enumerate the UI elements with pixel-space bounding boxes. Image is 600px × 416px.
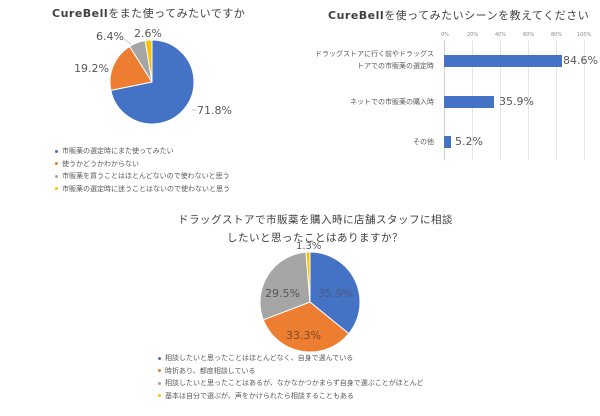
legend-dot-icon <box>158 394 161 398</box>
bar-2 <box>444 96 494 108</box>
gridline <box>556 40 557 160</box>
pie1-slice-yellow <box>144 39 153 83</box>
pie2-legend-item: 相談したいと思ったことはあるが、なかなかつかまらず自身で選ぶことがほとんど <box>158 377 424 390</box>
bar-category-1: ドラッグストアに行く前やドラッグス トアでの市販薬の選定時 <box>315 50 434 70</box>
legend-dot-icon <box>158 356 161 360</box>
gridline <box>584 40 585 160</box>
pie1-label-blue: 71.8% <box>197 104 232 117</box>
pie1-legend-item: 使うかどうかわからない <box>55 158 230 171</box>
pie1-legend-item: 市販薬の選定時にまた使ってみたい <box>55 145 230 158</box>
pie2-slice-orange <box>262 301 350 353</box>
bar-tick: 20% <box>467 32 479 38</box>
bar-category-3: その他 <box>413 138 434 146</box>
pie1-chart <box>109 38 196 125</box>
bar-tick: 60% <box>523 32 535 38</box>
bar-tick: 80% <box>551 32 563 38</box>
bar-category-2: ネットでの市販薬の購入時 <box>350 98 434 106</box>
legend-dot-icon <box>158 369 161 373</box>
legend-dot-icon <box>158 381 161 385</box>
pie2-slices <box>259 251 361 353</box>
pie1-legend-item: 市販薬を買うことはほとんどないので使わないと思う <box>55 170 230 183</box>
legend-dot-icon <box>55 162 58 166</box>
pie1-legend-item: 市販薬の選定時に迷うことはないので使わないと思う <box>55 183 230 196</box>
bar-label-3: 5.2% <box>455 135 483 148</box>
pie2-legend-item: 基本は自分で選ぶが、声をかけられたら相談することもある <box>158 390 424 403</box>
bar-title-brand: CureBell <box>328 9 385 22</box>
legend-dot-icon <box>55 174 58 178</box>
pie1-title-brand: CureBell <box>52 7 109 20</box>
bar-title: CureBellを使ってみたいシーンを教えてください <box>328 7 589 23</box>
pie2-label-blue: 35.9% <box>318 287 353 300</box>
pie2-chart <box>259 251 361 353</box>
bar-tick: 100% <box>577 32 592 38</box>
gridline <box>528 40 529 160</box>
pie2-title-line1: ドラッグストアで市販薬を購入時に店舗スタッフに相談 <box>178 214 453 226</box>
pie2-legend-item: 時折あり、都度相談している <box>158 365 424 378</box>
pie1-title-rest: をまた使ってみたいですか <box>108 7 246 20</box>
bar-1 <box>444 55 562 67</box>
pie2-slice-blue <box>309 251 361 335</box>
pie2-label-yellow: 1.3% <box>296 241 322 252</box>
legend-dot-icon <box>55 187 58 191</box>
bar-3 <box>444 136 451 148</box>
pie2-legend: 相談したいと思ったことはほとんどなく、自身で選んでいる 時折あり、都度相談してい… <box>158 352 424 402</box>
pie1-slices <box>109 39 195 125</box>
pie1-label-gray: 6.4% <box>96 30 124 43</box>
pie2-title-line2: したいと思ったことはありますか？ <box>227 232 403 244</box>
pie1-label-yellow: 2.6% <box>134 27 162 40</box>
pie2-slice-gray <box>259 251 311 321</box>
legend-dot-icon <box>55 149 58 153</box>
pie1-title: CureBellをまた使ってみたいですか <box>52 5 245 21</box>
bar-label-1: 84.6% <box>563 54 598 67</box>
bar-title-rest: を使ってみたいシーンを教えてください <box>384 9 590 22</box>
pie1-slice-orange <box>109 45 153 91</box>
bar-tick: 0% <box>441 32 449 38</box>
pie2-label-orange: 33.3% <box>286 329 321 342</box>
bar-tick: 40% <box>495 32 507 38</box>
pie1-legend: 市販薬の選定時にまた使ってみたい 使うかどうかわからない 市販薬を買うことはほと… <box>55 145 230 195</box>
pie2-slice-yellow <box>305 251 311 303</box>
gridline <box>500 40 501 160</box>
pie2-legend-item: 相談したいと思ったことはほとんどなく、自身で選んでいる <box>158 352 424 365</box>
bar-label-2: 35.9% <box>499 95 534 108</box>
pie2-label-gray: 29.5% <box>265 287 300 300</box>
pie1-label-orange: 19.2% <box>74 62 109 75</box>
